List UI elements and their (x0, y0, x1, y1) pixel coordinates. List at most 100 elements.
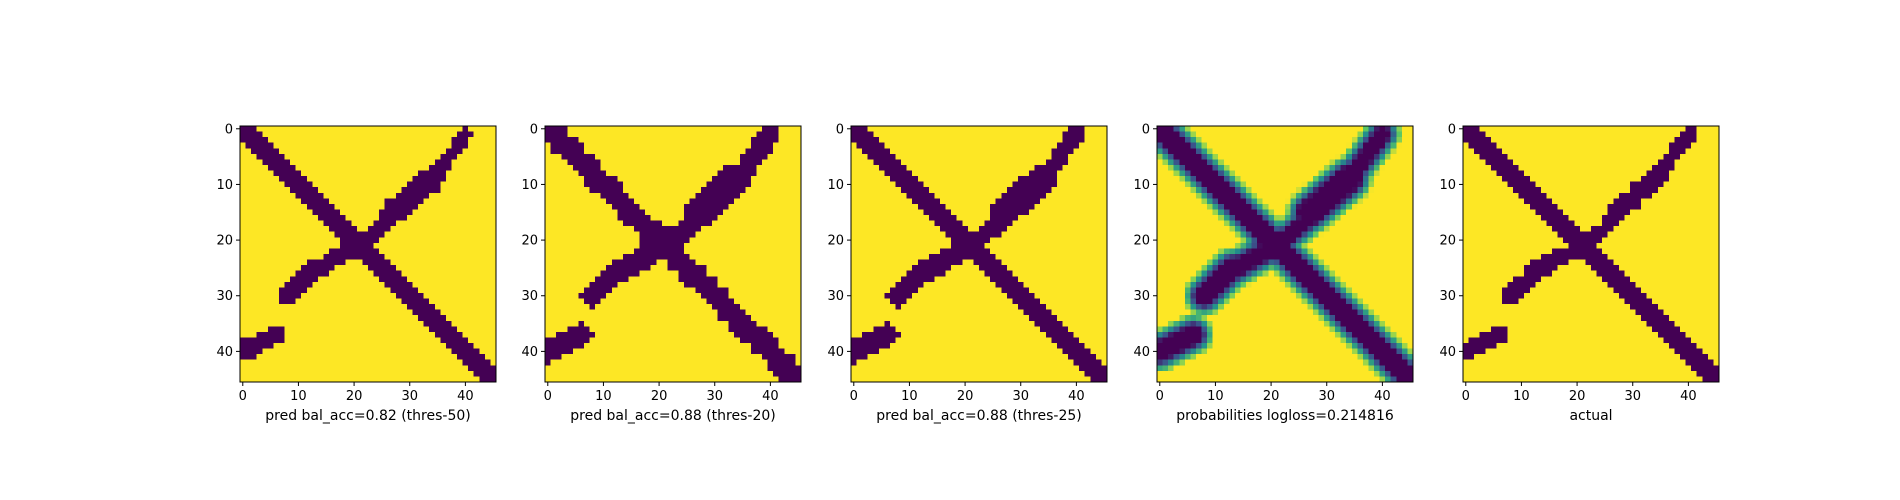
heatmap-cell (368, 131, 374, 138)
heatmap-cell (262, 309, 269, 316)
heatmap-cell (351, 287, 358, 294)
heatmap-cell (1056, 142, 1063, 149)
heatmap-cell (256, 137, 263, 144)
heatmap-cell (273, 326, 280, 333)
heatmap-cell (1045, 203, 1052, 210)
heatmap-cell (1084, 203, 1091, 210)
heatmap-cell (278, 192, 285, 199)
heatmap-cell (789, 181, 796, 188)
heatmap-cell (611, 320, 618, 327)
heatmap-cell (401, 126, 408, 132)
heatmap-cell (750, 126, 757, 132)
heatmap-cell (639, 343, 646, 350)
heatmap-cell (473, 126, 480, 132)
heatmap-cell (634, 370, 641, 377)
heatmap-cell (567, 304, 574, 311)
heatmap-cell (251, 215, 258, 222)
heatmap-cell (290, 187, 297, 194)
heatmap-cell (967, 164, 974, 171)
heatmap-cell (589, 320, 596, 327)
heatmap-cell (583, 220, 590, 227)
heatmap-cell (706, 209, 713, 216)
heatmap-cell (862, 187, 869, 194)
heatmap-cell (979, 209, 985, 216)
heatmap-cell (789, 298, 796, 305)
heatmap-cell (345, 137, 352, 144)
heatmap-cell (750, 326, 757, 333)
heatmap-cell (395, 309, 402, 316)
heatmap-cell (406, 220, 413, 227)
heatmap-cell (423, 131, 430, 138)
heatmap-cell (762, 126, 769, 132)
heatmap-cell (867, 203, 874, 210)
heatmap-cell (440, 131, 447, 138)
heatmap-cell (457, 159, 464, 166)
heatmap-cell (723, 354, 730, 361)
heatmap-cell (356, 376, 363, 383)
heatmap-cell (1090, 131, 1097, 138)
heatmap-cell (762, 231, 769, 238)
heatmap-cell (578, 153, 585, 160)
heatmap-cell (445, 281, 452, 288)
heatmap-cell (901, 142, 908, 149)
heatmap-cell (711, 326, 718, 333)
heatmap-cell (673, 270, 679, 277)
heatmap-cell (784, 248, 791, 255)
heatmap-cell (951, 192, 958, 199)
heatmap-cell (345, 343, 352, 350)
heatmap-cell (312, 176, 319, 183)
heatmap-cell (295, 298, 302, 305)
heatmap-cell (711, 265, 718, 272)
heatmap-cell (895, 142, 902, 149)
heatmap-cell (778, 354, 785, 361)
heatmap-cell (295, 226, 302, 233)
heatmap-cell (368, 370, 374, 377)
heatmap-cell (661, 270, 668, 277)
heatmap-cell (572, 142, 579, 149)
heatmap-cell (240, 215, 246, 222)
heatmap-cell (262, 164, 269, 171)
heatmap-cell (917, 131, 924, 138)
heatmap-cell (611, 126, 618, 132)
heatmap-cell (429, 298, 436, 305)
heatmap-cell (251, 203, 258, 210)
heatmap-cell (684, 220, 691, 227)
heatmap-cell (717, 198, 724, 205)
heatmap-cell (240, 142, 246, 149)
heatmap-cell (384, 142, 391, 149)
heatmap-cell (673, 220, 679, 227)
heatmap-cell (362, 164, 369, 171)
heatmap-cell (650, 331, 657, 338)
heatmap-cell (628, 187, 635, 194)
heatmap-cell (429, 365, 436, 372)
heatmap-cell (561, 231, 568, 238)
heatmap-cell (639, 331, 646, 338)
heatmap-cell (251, 304, 258, 311)
heatmap-cell (856, 148, 863, 155)
heatmap-cell (550, 248, 557, 255)
heatmap-cell (734, 164, 741, 171)
heatmap-cell (290, 164, 297, 171)
heatmap-cell (251, 348, 258, 355)
heatmap-cell (1056, 176, 1063, 183)
heatmap-cell (401, 370, 408, 377)
heatmap-cell (251, 231, 258, 238)
heatmap-cell (278, 365, 285, 372)
heatmap-cell (395, 176, 402, 183)
heatmap-cell (695, 343, 702, 350)
heatmap-cell (940, 203, 947, 210)
heatmap-cell (745, 137, 752, 144)
heatmap-cell (284, 159, 291, 166)
heatmap-cell (301, 237, 308, 244)
heatmap-cell (390, 281, 397, 288)
heatmap-cell (256, 265, 263, 272)
heatmap-cell (362, 237, 369, 244)
heatmap-cell (484, 137, 491, 144)
heatmap-cell (484, 270, 491, 277)
heatmap-cell (290, 226, 297, 233)
heatmap-cell (583, 215, 590, 222)
heatmap-cell (412, 259, 419, 266)
heatmap-cell (1012, 131, 1019, 138)
heatmap-cell (667, 181, 674, 188)
heatmap-cell (256, 270, 263, 277)
